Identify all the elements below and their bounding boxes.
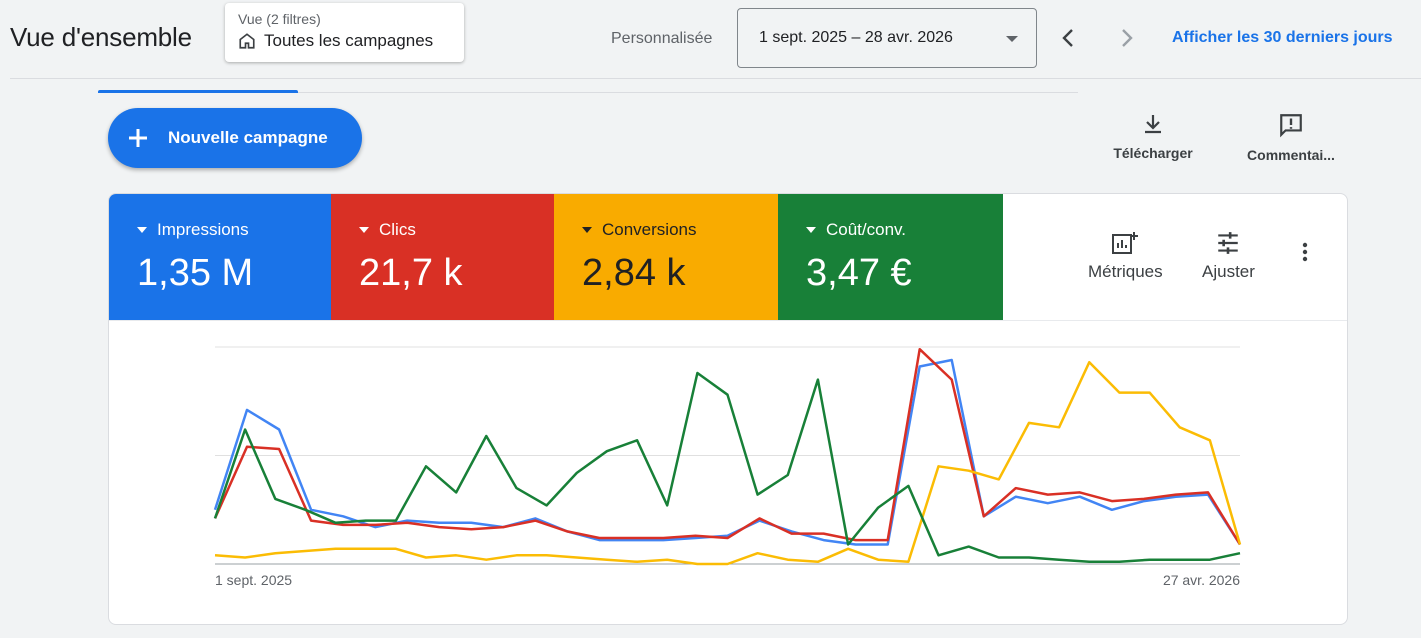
dropdown-caret-icon — [582, 227, 592, 233]
metric-value: 3,47 € — [806, 252, 912, 294]
more-vert-icon — [1302, 242, 1308, 262]
dropdown-caret-icon — [359, 227, 369, 233]
metric-value: 1,35 M — [137, 252, 254, 294]
page-title: Vue d'ensemble — [10, 22, 192, 52]
feedback-icon — [1280, 114, 1302, 138]
download-button[interactable]: Télécharger — [1098, 112, 1208, 161]
next-period-button[interactable] — [1113, 24, 1141, 52]
metric-value: 2,84 k — [582, 252, 686, 294]
plus-icon — [129, 129, 147, 147]
series-line-1 — [213, 358, 1242, 546]
view-filter-count: Vue (2 filtres) — [238, 11, 321, 27]
comments-label: Commentai... — [1247, 147, 1335, 163]
metric-impressions[interactable]: Impressions 1,35 M — [109, 194, 331, 321]
series-line-4 — [213, 371, 1241, 564]
view-filter-card[interactable]: Vue (2 filtres) Toutes les campagnes — [225, 3, 464, 62]
metrics-button[interactable]: Métriques — [1088, 230, 1163, 282]
previous-period-button[interactable] — [1054, 24, 1082, 52]
view-filter-name: Toutes les campagnes — [264, 31, 434, 50]
metric-label: Impressions — [157, 220, 249, 239]
download-label: Télécharger — [1113, 145, 1193, 161]
metric-label: Conversions — [602, 220, 697, 239]
metrics-label: Métriques — [1088, 262, 1163, 281]
date-mode-label: Personnalisée — [611, 30, 713, 47]
date-range-picker[interactable]: 1 sept. 2025 – 28 avr. 2026 — [737, 8, 1037, 68]
x-tick-label-end: 27 avr. 2026 — [1163, 572, 1240, 588]
metric-label: Coût/conv. — [826, 220, 907, 239]
dropdown-caret-icon — [137, 227, 147, 233]
adjust-button[interactable]: Ajuster — [1202, 230, 1255, 282]
series-line-2 — [213, 347, 1242, 546]
comments-button[interactable]: Commentai... — [1236, 112, 1346, 163]
metric-clicks[interactable]: Clics 21,7 k — [331, 194, 554, 321]
chevron-right-icon — [1122, 29, 1133, 47]
series-line-3 — [214, 360, 1242, 566]
adjust-label: Ajuster — [1202, 262, 1255, 281]
active-tab-indicator — [98, 90, 298, 93]
metric-value: 21,7 k — [359, 252, 463, 294]
dropdown-caret-icon — [806, 227, 816, 233]
date-range-value: 1 sept. 2025 – 28 avr. 2026 — [759, 29, 953, 46]
performance-line-chart: 1 sept. 2025 27 avr. 2026 — [213, 346, 1242, 588]
dropdown-caret-icon — [1006, 36, 1018, 42]
new-campaign-label: Nouvelle campagne — [168, 128, 328, 147]
home-icon — [239, 33, 255, 49]
download-icon — [1145, 115, 1161, 134]
add-chart-icon — [1112, 232, 1139, 254]
metric-cost-per-conversion[interactable]: Coût/conv. 3,47 € — [778, 194, 1003, 321]
more-options-button[interactable] — [1293, 240, 1317, 264]
metric-label: Clics — [379, 220, 416, 239]
tab-divider — [298, 92, 1078, 93]
card-divider — [109, 320, 1347, 321]
metric-conversions[interactable]: Conversions 2,84 k — [554, 194, 778, 321]
new-campaign-button[interactable]: Nouvelle campagne — [108, 108, 362, 168]
tune-icon — [1218, 232, 1239, 254]
x-tick-label-start: 1 sept. 2025 — [215, 572, 292, 588]
performance-card: Impressions 1,35 M Clics 21,7 k Conversi… — [108, 193, 1348, 625]
chevron-left-icon — [1062, 29, 1073, 47]
last-30-days-link[interactable]: Afficher les 30 derniers jours — [1172, 29, 1393, 46]
header-divider — [10, 78, 1421, 79]
